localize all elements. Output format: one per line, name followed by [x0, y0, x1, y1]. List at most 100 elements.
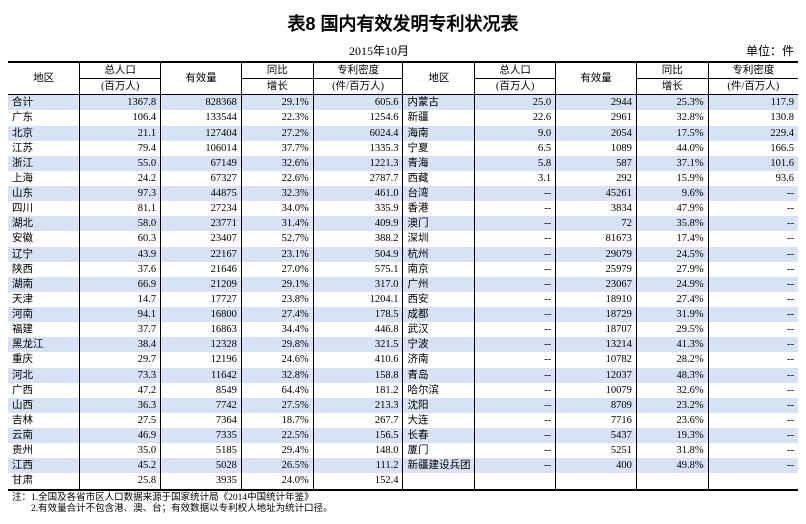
footnote-1: 注：1.全国及各省市区人口数据来源于国家统计局《2014中国统计年鉴》: [12, 493, 798, 505]
cell-region: 河北: [8, 368, 80, 383]
cell-value: 12037: [556, 368, 637, 383]
cell-value: 24.2: [80, 171, 161, 186]
col-growth: 同比: [241, 62, 313, 79]
table-title: 表8 国内有效发明专利状况表: [8, 10, 798, 36]
cell-value: 3935: [161, 473, 242, 489]
table-row: 四川81.12723434.0%335.9香港--383447.9%--: [8, 201, 798, 216]
cell-value: 18729: [556, 307, 637, 322]
footnote-2: 2.有效量合计不包含港、澳、台；有效数据以专利权人地址为统计口径。: [12, 504, 798, 516]
cell-value: 10782: [556, 352, 637, 367]
cell-value: --: [475, 231, 556, 246]
cell-region: 湖北: [8, 216, 80, 231]
cell-region: 陕西: [8, 262, 80, 277]
cell-value: 23.2%: [636, 398, 708, 413]
cell-value: 35.8%: [636, 216, 708, 231]
cell-value: --: [708, 277, 798, 292]
cell-value: 17727: [161, 292, 242, 307]
cell-value: 45.2: [80, 458, 161, 473]
cell-value: 18707: [556, 322, 637, 337]
cell-value: --: [708, 201, 798, 216]
cell-value: 213.3: [313, 398, 403, 413]
cell-value: 292: [556, 171, 637, 186]
cell-value: 9.6%: [636, 186, 708, 201]
cell-region: 沈阳: [403, 398, 475, 413]
cell-value: 21646: [161, 262, 242, 277]
cell-value: 7742: [161, 398, 242, 413]
cell-value: 12328: [161, 337, 242, 352]
cell-value: --: [475, 428, 556, 443]
patent-table: 地区 总人口 有效量 同比 专利密度 地区 总人口 有效量 同比 专利密度 (百…: [8, 61, 798, 491]
cell-region: 天津: [8, 292, 80, 307]
cell-value: 409.9: [313, 216, 403, 231]
cell-value: 27.5: [80, 413, 161, 428]
cell-value: 29.8%: [241, 337, 313, 352]
cell-region: 安徽: [8, 231, 80, 246]
cell-value: 23.1%: [241, 247, 313, 262]
table-body: 合计1367.882836829.1%605.6内蒙古25.0294425.3%…: [8, 95, 798, 490]
cell-region: 贵州: [8, 443, 80, 458]
cell-value: 8549: [161, 383, 242, 398]
cell-value: 25.8: [80, 473, 161, 489]
cell-value: 388.2: [313, 231, 403, 246]
cell-value: 27.2%: [241, 126, 313, 141]
cell-value: --: [475, 322, 556, 337]
cell-value: 11642: [161, 368, 242, 383]
table-row: 云南46.9733522.5%156.5长春--543719.3%--: [8, 428, 798, 443]
cell-region: 香港: [403, 201, 475, 216]
cell-region: 宁夏: [403, 141, 475, 156]
cell-value: 575.1: [313, 262, 403, 277]
cell-value: --: [475, 186, 556, 201]
col-population: 总人口: [475, 62, 556, 79]
cell-value: 44875: [161, 186, 242, 201]
cell-region: 江苏: [8, 141, 80, 156]
cell-value: 23771: [161, 216, 242, 231]
cell-region: 吉林: [8, 413, 80, 428]
cell-value: 2787.7: [313, 171, 403, 186]
cell-value: 5.8: [475, 156, 556, 171]
cell-value: 106.4: [80, 110, 161, 125]
cell-value: 133544: [161, 110, 242, 125]
cell-value: --: [475, 337, 556, 352]
cell-value: 1204.1: [313, 292, 403, 307]
cell-value: 5251: [556, 443, 637, 458]
cell-value: 158.8: [313, 368, 403, 383]
cell-value: 3.1: [475, 171, 556, 186]
cell-value: --: [475, 413, 556, 428]
col-density-sub: (件/百万人): [708, 79, 798, 95]
cell-value: 828368: [161, 95, 242, 111]
table-row: 山西36.3774227.5%213.3沈阳--870923.2%--: [8, 398, 798, 413]
cell-value: 29.4%: [241, 443, 313, 458]
cell-value: 37.1%: [636, 156, 708, 171]
cell-region: 广西: [8, 383, 80, 398]
cell-value: 317.0: [313, 277, 403, 292]
cell-value: 24.0%: [241, 473, 313, 489]
cell-region: 合计: [8, 95, 80, 111]
cell-value: [475, 473, 556, 489]
cell-region: 四川: [8, 201, 80, 216]
cell-value: --: [708, 352, 798, 367]
cell-region: 济南: [403, 352, 475, 367]
cell-value: 111.2: [313, 458, 403, 473]
cell-value: 32.6%: [241, 156, 313, 171]
table-row: 福建37.71686334.4%446.8武汉--1870729.5%--: [8, 322, 798, 337]
cell-value: 25.3%: [636, 95, 708, 111]
cell-region: 福建: [8, 322, 80, 337]
cell-value: 24.9%: [636, 277, 708, 292]
cell-value: 14.7: [80, 292, 161, 307]
cell-value: 1335.3: [313, 141, 403, 156]
cell-value: --: [708, 292, 798, 307]
table-row: 上海24.26732722.6%2787.7西藏3.129215.9%93.6: [8, 171, 798, 186]
cell-value: --: [708, 443, 798, 458]
cell-region: 厦门: [403, 443, 475, 458]
cell-value: 3834: [556, 201, 637, 216]
cell-region: 浙江: [8, 156, 80, 171]
table-row: 广西47.2854964.4%181.2哈尔滨--1007932.6%--: [8, 383, 798, 398]
table-row: 北京21.112740427.2%6024.4海南9.0205417.5%229…: [8, 126, 798, 141]
cell-value: 181.2: [313, 383, 403, 398]
cell-region: 江西: [8, 458, 80, 473]
cell-value: --: [708, 428, 798, 443]
cell-value: 156.5: [313, 428, 403, 443]
cell-value: 34.0%: [241, 201, 313, 216]
cell-value: 321.5: [313, 337, 403, 352]
table-row: 陕西37.62164627.0%575.1南京--2597927.9%--: [8, 262, 798, 277]
